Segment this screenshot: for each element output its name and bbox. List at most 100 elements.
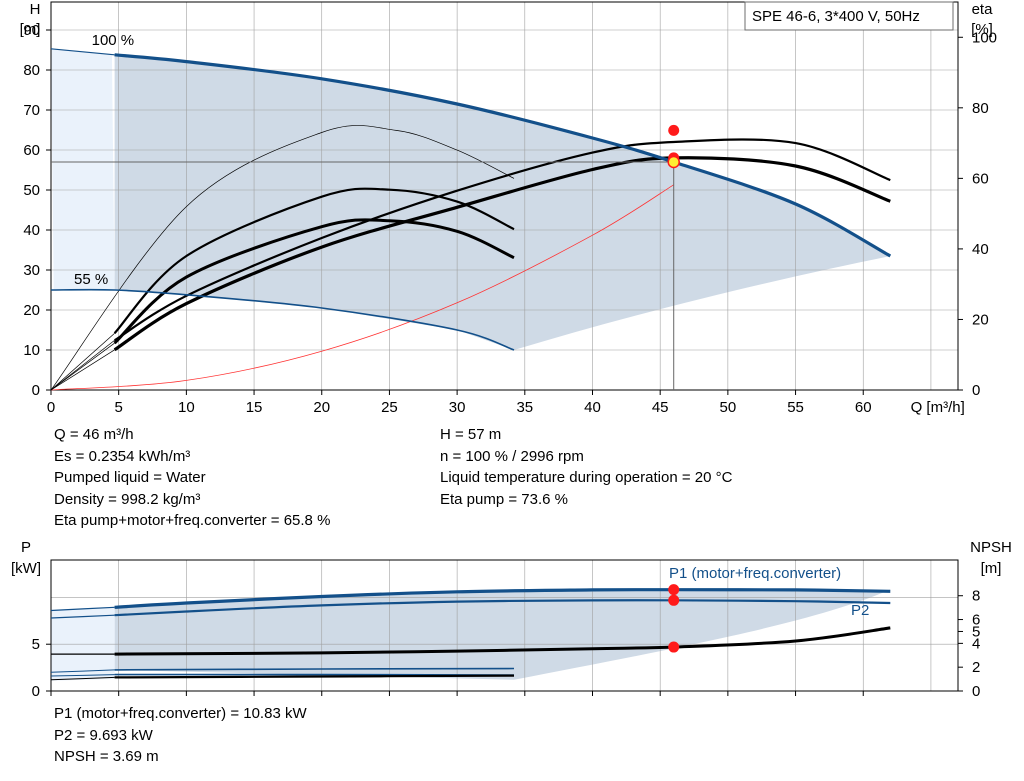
info-right: H = 57 m n = 100 % / 2996 rpm Liquid tem…: [440, 424, 732, 510]
npsh-axis-title: NPSH: [970, 539, 1012, 556]
p2-curve: [114, 599, 891, 617]
x-axis-title: Q [m³/h]: [911, 399, 965, 416]
chart-title: SPE 46-6, 3*400 V, 50Hz: [752, 8, 920, 25]
p2-series-label: P2: [851, 602, 869, 619]
info-density: Density = 998.2 kg/m³: [54, 490, 201, 508]
x-tick-label: 20: [313, 399, 330, 416]
p-tick-label: 5: [32, 636, 40, 653]
y-tick-label-right: 20: [972, 311, 989, 328]
eta-best-curve: [50, 125, 515, 391]
info-flow: Q = 46 m³/h: [54, 426, 134, 443]
y-tick-label-left: 20: [23, 302, 40, 319]
eta-curve: [114, 138, 891, 342]
op-point-p1: [668, 584, 680, 596]
npsh-tick-label: 2: [972, 659, 980, 676]
eta-curve: [113, 187, 515, 334]
power-55-extension: [50, 676, 115, 681]
min-flow-region: [51, 48, 115, 290]
power-55-extension: [50, 674, 115, 677]
npsh-tick-label: 4: [972, 635, 980, 652]
speed-label-100: 100 %: [92, 32, 135, 49]
npsh-axis-unit: [m]: [981, 560, 1002, 577]
y-axis-title-left: H: [30, 1, 41, 18]
power-curve-extension: [50, 614, 115, 619]
x-tick-label: 5: [115, 399, 123, 416]
p1-curve: [114, 588, 891, 609]
y-tick-label-left: 80: [23, 62, 40, 79]
npsh-tick-label: 0: [972, 683, 980, 700]
info-p1: P1 (motor+freq.converter) = 10.83 kW: [54, 705, 307, 722]
head-100-extension: [50, 48, 115, 56]
eta-curve-extension: [50, 349, 115, 391]
y-tick-label-right: 80: [972, 100, 989, 117]
eta-curve-extension: [50, 332, 115, 391]
x-tick-label: 55: [787, 399, 804, 416]
y-tick-label-right: 40: [972, 241, 989, 258]
plot-frame-bottom: [50, 559, 959, 692]
x-tick-label: 45: [652, 399, 669, 416]
op-point-p2: [668, 594, 680, 606]
system-curve: [50, 184, 674, 391]
x-tick-label: 25: [381, 399, 398, 416]
x-tick-label: 50: [720, 399, 737, 416]
x-tick-label: 0: [47, 399, 55, 416]
x-tick-label: 15: [246, 399, 263, 416]
y-axis-unit-right: [%]: [971, 21, 993, 38]
y-tick-label-left: 0: [32, 382, 40, 399]
p-tick-label: 0: [32, 683, 40, 700]
p-axis-title: P: [21, 539, 31, 556]
info-npsh: NPSH = 3.69 m: [54, 748, 159, 765]
x-tick-label: 35: [516, 399, 533, 416]
eta-curve: [113, 218, 515, 345]
power-curve-extension: [50, 606, 115, 612]
npsh-tick-label: 8: [972, 588, 980, 605]
info-left: Q = 46 m³/h Es = 0.2354 kWh/m³ Pumped li…: [54, 424, 330, 532]
y-tick-label-right: 60: [972, 170, 989, 187]
npsh-tick-label: 5: [972, 623, 980, 640]
head-55-curve: [50, 288, 515, 351]
x-tick-label: 60: [855, 399, 872, 416]
speed-label-55: 55 %: [74, 271, 108, 288]
plot-frame-top: [50, 1, 959, 391]
op-point-npsh: [668, 641, 680, 653]
p1-series-label: P1 (motor+freq.converter): [669, 565, 841, 582]
info-head: H = 57 m: [440, 426, 502, 443]
power-region: [114, 589, 887, 680]
op-point-eta-pump: [668, 124, 680, 136]
power-55-curve: [114, 674, 515, 679]
eta-curve-extension: [50, 342, 115, 391]
head-100-curve: [114, 53, 892, 258]
operating-region: [114, 54, 891, 351]
y-tick-label-left: 40: [23, 222, 40, 239]
y-axis-title-right: eta: [972, 1, 994, 18]
info-liquid: Pumped liquid = Water: [54, 469, 206, 486]
chart-title-box: [744, 1, 954, 31]
power-55-extension: [50, 669, 115, 673]
x-tick-label: 40: [584, 399, 601, 416]
y-tick-label-left: 10: [23, 342, 40, 359]
eta-curve-extension: [50, 339, 115, 391]
y-tick-label-left: 70: [23, 102, 40, 119]
y-tick-label-left: 60: [23, 142, 40, 159]
x-tick-label: 30: [449, 399, 466, 416]
info-speed: n = 100 % / 2996 rpm: [440, 447, 584, 465]
power-55-curve: [114, 667, 515, 671]
info-power: P1 (motor+freq.converter) = 10.83 kW P2 …: [54, 703, 307, 768]
y-tick-label-left: 30: [23, 262, 40, 279]
info-p2: P2 = 9.693 kW: [54, 726, 153, 744]
info-eta-total: Eta pump+motor+freq.converter = 65.8 %: [54, 512, 331, 529]
npsh-curve: [114, 626, 891, 656]
p-axis-unit: [kW]: [11, 560, 41, 577]
op-point-head: [667, 155, 680, 169]
y-tick-label-left: 50: [23, 182, 40, 199]
info-temperature: Liquid temperature during operation = 20…: [440, 469, 733, 486]
npsh-tick-label: 6: [972, 612, 980, 629]
eta-curve: [113, 156, 891, 352]
y-axis-unit-left: [m]: [20, 21, 41, 38]
info-energy: Es = 0.2354 kWh/m³: [54, 447, 191, 465]
info-eta-pump: Eta pump = 73.6 %: [440, 490, 568, 508]
y-tick-label-right: 0: [972, 382, 980, 399]
y-tick-label-right: 100: [972, 29, 997, 46]
x-tick-label: 10: [178, 399, 195, 416]
